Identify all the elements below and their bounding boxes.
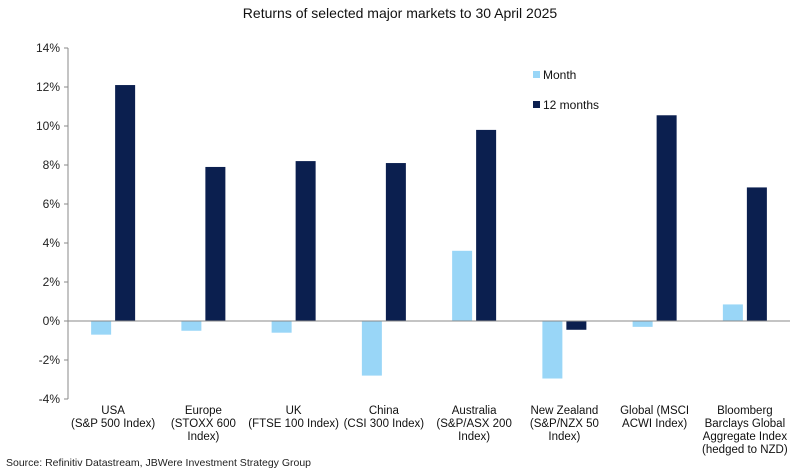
x-category-label: UK (FTSE 100 Index) xyxy=(248,405,339,430)
bar-month xyxy=(452,250,473,321)
y-tick-label: 10% xyxy=(36,119,60,133)
x-axis: USA (S&P 500 Index) Europe (STOXX 600 Index)… xyxy=(68,320,790,456)
x-category-label: Europe (STOXX 600 Index) xyxy=(171,405,236,443)
legend-swatch xyxy=(533,101,540,108)
legend-swatch xyxy=(533,71,540,78)
legend: Month 12 months xyxy=(533,68,599,112)
y-tick-label: 4% xyxy=(43,236,61,250)
bar-12-months xyxy=(385,163,406,321)
bar-12-months xyxy=(566,321,587,330)
x-category-label: USA (S&P 500 Index) xyxy=(71,405,155,430)
x-category-label: China (CSI 300 Index) xyxy=(344,405,425,430)
bar-12-months xyxy=(746,187,767,321)
y-tick-label: 6% xyxy=(43,197,61,211)
bar-month xyxy=(271,321,292,333)
y-axis: -4% -2% 0% 2% 4% 6% 8% 10% 12% 14% xyxy=(36,41,69,406)
bar-month xyxy=(542,321,563,379)
bar-month xyxy=(91,321,112,335)
bar-12-months xyxy=(115,85,136,321)
y-tick-label: 14% xyxy=(36,41,60,55)
bar-12-months xyxy=(656,115,677,322)
bars xyxy=(91,85,767,379)
x-category-label: Global (MSCI ACWI Index) xyxy=(620,405,689,430)
bar-12-months xyxy=(476,129,497,321)
legend-label: Month xyxy=(543,68,576,82)
y-tick-label: -4% xyxy=(39,392,61,406)
x-category-label: Australia (S&P/ASX 200 Index) xyxy=(436,405,511,443)
x-category-label: Bloomberg Barclays Global Aggregate Index(… xyxy=(702,405,788,456)
bar-12-months xyxy=(205,166,226,321)
x-category-label: New Zealand (S&P/NZX 50 Index) xyxy=(530,405,599,443)
legend-label: 12 months xyxy=(543,98,599,112)
source-note: Source: Refinitiv Datastream, JBWere Inv… xyxy=(6,457,311,469)
bar-month xyxy=(722,304,743,321)
y-tick-label: -2% xyxy=(39,353,61,367)
bar-month xyxy=(361,321,382,376)
y-tick-label: 2% xyxy=(43,275,61,289)
y-tick-label: 0% xyxy=(43,314,61,328)
bar-12-months xyxy=(295,161,316,321)
bar-month xyxy=(181,321,202,331)
y-tick-label: 12% xyxy=(36,80,60,94)
bar-month xyxy=(632,321,653,327)
y-tick-label: 8% xyxy=(43,158,61,172)
chart-title: Returns of selected major markets to 30 … xyxy=(243,5,558,21)
